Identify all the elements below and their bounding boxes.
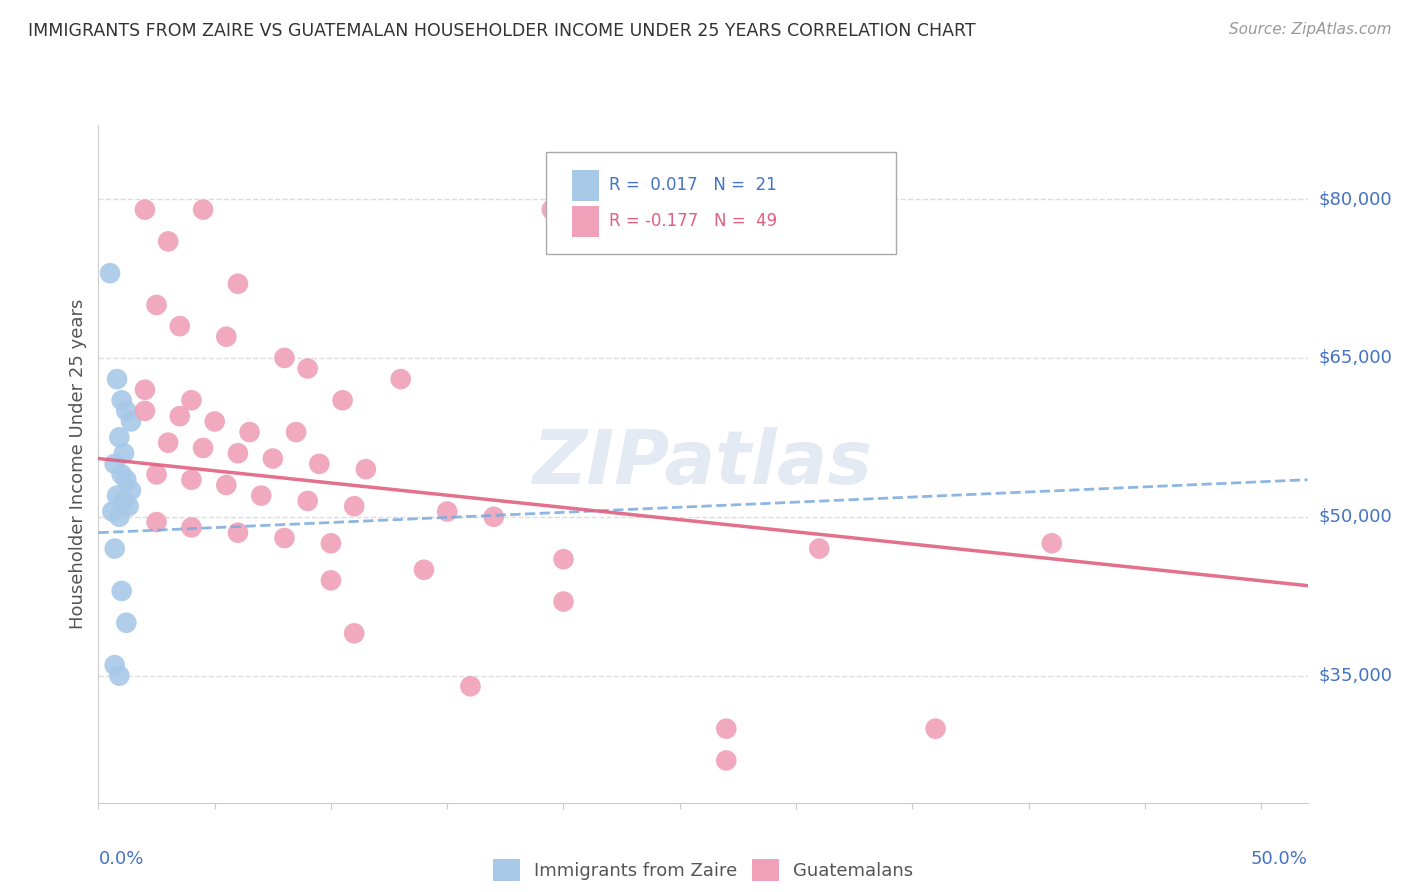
Point (105, 489, 128, 503)
Point (180, 520, 202, 534)
Point (111, 467, 134, 482)
Point (118, 500, 141, 514)
Point (273, 531, 295, 545)
Text: Source: ZipAtlas.com: Source: ZipAtlas.com (1229, 22, 1392, 37)
Point (157, 435, 180, 450)
Point (134, 383, 156, 397)
Point (319, 574, 342, 588)
Point (108, 430, 131, 444)
Point (115, 615, 138, 630)
Point (354, 462, 377, 476)
Point (105, 372, 128, 386)
Text: $80,000: $80,000 (1319, 190, 1392, 208)
Point (104, 658, 127, 673)
Point (297, 494, 319, 508)
Point (413, 563, 436, 577)
Point (436, 504, 458, 518)
Point (157, 235, 180, 249)
Point (226, 525, 249, 540)
Point (239, 425, 262, 439)
Point (215, 478, 238, 492)
Point (553, 594, 575, 608)
Point (1040, 536, 1063, 550)
Point (108, 669, 131, 683)
FancyBboxPatch shape (546, 152, 897, 253)
Text: R = -0.177   N =  49: R = -0.177 N = 49 (609, 212, 776, 230)
Point (308, 457, 330, 471)
Text: R =  0.017   N =  21: R = 0.017 N = 21 (609, 177, 776, 194)
Point (98, 266, 121, 280)
Point (389, 372, 412, 386)
Point (120, 414, 142, 429)
Point (145, 515, 167, 529)
Legend: Immigrants from Zaire, Guatemalans: Immigrants from Zaire, Guatemalans (485, 852, 921, 888)
Bar (572, 206, 599, 236)
Point (924, 722, 946, 736)
Point (134, 202, 156, 217)
Point (115, 404, 138, 418)
Point (460, 679, 482, 693)
Point (134, 404, 156, 418)
Point (191, 441, 214, 455)
Point (104, 457, 127, 471)
Text: 0.0%: 0.0% (98, 850, 143, 868)
Point (115, 473, 138, 487)
Point (215, 330, 238, 344)
Point (226, 277, 249, 291)
Point (104, 541, 127, 556)
Point (180, 473, 202, 487)
Point (250, 489, 273, 503)
Point (145, 298, 167, 312)
Point (273, 351, 295, 365)
Point (540, 202, 562, 217)
Point (343, 500, 366, 514)
Point (262, 451, 284, 466)
Y-axis label: Householder Income Under 25 years: Householder Income Under 25 years (69, 299, 87, 629)
Point (169, 319, 191, 334)
Point (111, 393, 134, 408)
Point (169, 409, 191, 424)
Text: IMMIGRANTS FROM ZAIRE VS GUATEMALAN HOUSEHOLDER INCOME UNDER 25 YEARS CORRELATIO: IMMIGRANTS FROM ZAIRE VS GUATEMALAN HOUS… (28, 22, 976, 40)
Point (716, 753, 738, 767)
Point (180, 393, 202, 408)
Point (808, 541, 831, 556)
Point (145, 467, 167, 482)
Text: 50.0%: 50.0% (1251, 850, 1308, 868)
Point (319, 536, 342, 550)
Text: ZIPatlas: ZIPatlas (533, 427, 873, 500)
Point (716, 722, 738, 736)
Bar (572, 170, 599, 201)
Text: $50,000: $50,000 (1319, 508, 1392, 525)
Point (482, 509, 505, 524)
Point (285, 425, 308, 439)
Point (191, 202, 214, 217)
Point (226, 446, 249, 460)
Point (204, 414, 226, 429)
Point (120, 483, 142, 498)
Text: $65,000: $65,000 (1319, 349, 1392, 367)
Point (101, 504, 124, 518)
Point (108, 509, 131, 524)
Point (297, 361, 319, 376)
Text: $35,000: $35,000 (1319, 666, 1393, 685)
Point (112, 494, 135, 508)
Point (343, 626, 366, 640)
Point (111, 584, 134, 599)
Point (553, 552, 575, 566)
Point (332, 393, 354, 408)
Point (112, 446, 135, 460)
